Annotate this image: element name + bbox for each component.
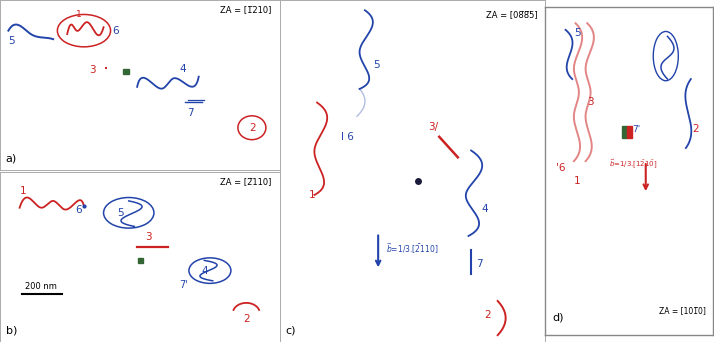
Text: 2: 2 [249, 123, 256, 133]
Text: 4: 4 [201, 266, 208, 276]
Text: 7: 7 [476, 259, 483, 269]
Text: 7': 7' [179, 280, 188, 290]
Text: 3: 3 [587, 97, 594, 107]
Text: 3: 3 [89, 65, 96, 75]
Text: 6: 6 [112, 26, 119, 36]
Text: '6: '6 [555, 163, 565, 173]
Text: 5: 5 [118, 208, 124, 218]
Text: 5: 5 [9, 36, 15, 46]
Text: 1: 1 [19, 186, 26, 196]
Text: 4: 4 [179, 64, 186, 74]
Bar [627, 126, 632, 138]
Text: b): b) [6, 325, 17, 335]
Bar [623, 126, 627, 138]
Text: c): c) [285, 325, 296, 335]
Text: 200 nm: 200 nm [25, 282, 57, 291]
Text: 6: 6 [76, 205, 82, 215]
Text: ZA = [101̅0]: ZA = [101̅0] [659, 306, 706, 315]
Text: ZA = [2̅110]: ZA = [2̅110] [220, 177, 271, 186]
Text: 3: 3 [146, 232, 152, 242]
Text: $\vec{b}$=1/3.[$\bar{2}$110]: $\vec{b}$=1/3.[$\bar{2}$110] [386, 241, 439, 256]
Bar [123, 69, 129, 74]
Text: 7': 7' [633, 124, 640, 134]
Text: a): a) [6, 154, 17, 163]
Text: d): d) [552, 312, 563, 322]
Text: 3/: 3/ [428, 122, 439, 132]
Text: ZA = [08̅8̅5]: ZA = [08̅8̅5] [486, 10, 538, 19]
Text: 1: 1 [76, 10, 81, 19]
Text: 7: 7 [188, 108, 194, 118]
Text: 4: 4 [482, 204, 488, 214]
Text: 2: 2 [484, 310, 491, 320]
Text: l 6: l 6 [341, 132, 354, 142]
Text: 2: 2 [693, 123, 699, 134]
Text: 5: 5 [574, 28, 580, 38]
Text: 5: 5 [373, 61, 379, 70]
Text: $\vec{b}$=1/3.[1$\bar{2}$1$\bar{0}$]: $\vec{b}$=1/3.[1$\bar{2}$1$\bar{0}$] [609, 158, 658, 171]
Text: 1: 1 [574, 176, 580, 186]
Text: 2: 2 [243, 314, 250, 324]
Bar [138, 258, 144, 263]
Text: ZA = [1̅210]: ZA = [1̅210] [220, 5, 271, 14]
Text: 1: 1 [309, 190, 316, 200]
